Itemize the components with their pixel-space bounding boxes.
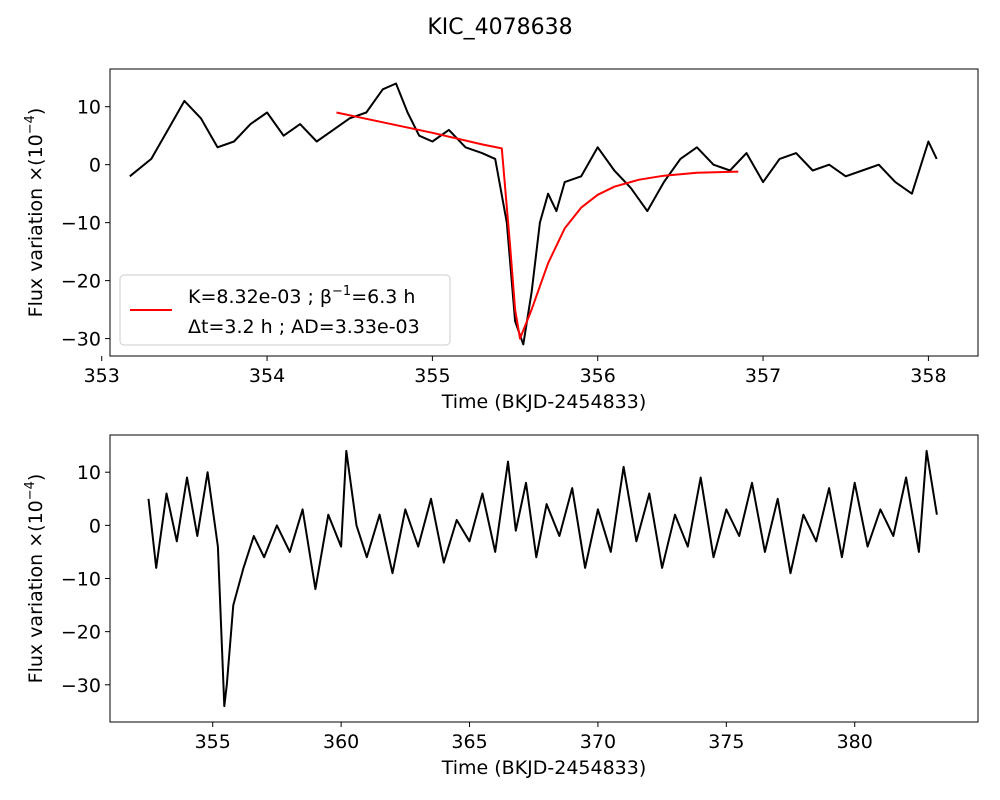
legend-box: [119, 274, 451, 346]
top-y-tick-label: 0: [89, 155, 101, 177]
bottom-y-axis-label-main: Flux variation ×(10: [25, 500, 47, 683]
bottom-y-axis-label-exponent: −4: [23, 481, 38, 500]
top-x-tick-label: 358: [910, 365, 946, 387]
bottom-x-tick-label: 375: [708, 731, 744, 753]
top-axes-frame: [109, 68, 979, 357]
figure-title: KIC_4078638: [427, 15, 572, 40]
bottom-x-axis-label: Time (BKJD-2454833): [441, 757, 647, 779]
bottom-x-ticks: 355 360 365 370 375 380: [195, 722, 873, 753]
top-y-axis-label: Flux variation ×(10−4): [23, 108, 47, 318]
top-series-line-1: [129, 82, 938, 346]
bottom-y-ticks: 10 0 −10 −20 −30: [61, 462, 110, 697]
bottom-y-tick-label: −30: [61, 675, 101, 697]
top-x-tick-label: 354: [249, 365, 285, 387]
bottom-y-tick-label: 0: [89, 515, 101, 537]
bottom-x-tick-label: 370: [580, 731, 616, 753]
bottom-series-line-1: [147, 449, 938, 708]
top-y-axis-label-exponent: −4: [23, 115, 38, 134]
bottom-y-axis-label: Flux variation ×(10−4): [23, 474, 47, 684]
bottom-y-tick-label: −20: [61, 622, 101, 644]
top-y-ticks: 10 0 −10 −20 −30: [61, 97, 110, 351]
top-y-tick-label: −10: [61, 213, 101, 235]
bottom-series-layer: [147, 449, 938, 708]
top-x-ticks: 353 354 355 356 357 358: [84, 356, 947, 387]
bottom-x-tick-label: 380: [837, 731, 873, 753]
bottom-y-tick-label: −10: [61, 569, 101, 591]
bottom-x-tick-label: 355: [195, 731, 231, 753]
top-y-tick-label: −30: [61, 329, 101, 351]
top-x-tick-label: 357: [745, 365, 781, 387]
top-y-tick-label: 10: [77, 97, 101, 119]
bottom-y-tick-label: 10: [77, 462, 101, 484]
bottom-panel: 355 360 365 370 375 380 10 0 −10 −20 −30 Time (BK…: [23, 434, 979, 779]
legend-line-2: Δt=3.2 h ; AD=3.33e-03: [188, 316, 420, 338]
legend-line-1-tail: =6.3 h: [351, 286, 415, 308]
bottom-x-tick-label: 360: [323, 731, 359, 753]
legend-line-1-main: K=8.32e-03 ; β: [188, 286, 332, 308]
bottom-y-axis-label-close: ): [25, 474, 47, 481]
legend-line-1-exponent: −1: [332, 284, 351, 299]
top-panel: 353 354 355 356 357 358 10 0 −10 −20 −30 Time (BK…: [23, 68, 979, 413]
top-series-line-2: [336, 111, 739, 340]
top-y-axis-label-close: ): [25, 108, 47, 115]
legend: K=8.32e-03 ; β−1=6.3 h Δt=3.2 h ; AD=3.3…: [119, 274, 451, 346]
top-x-tick-label: 353: [84, 365, 120, 387]
top-x-axis-label: Time (BKJD-2454833): [441, 391, 647, 413]
legend-line-1: K=8.32e-03 ; β−1=6.3 h: [188, 284, 415, 308]
top-x-tick-label: 356: [580, 365, 616, 387]
bottom-x-tick-label: 365: [451, 731, 487, 753]
top-series-layer: [129, 82, 938, 346]
top-x-tick-label: 355: [414, 365, 450, 387]
top-y-tick-label: −20: [61, 271, 101, 293]
top-y-axis-label-main: Flux variation ×(10: [25, 134, 47, 317]
